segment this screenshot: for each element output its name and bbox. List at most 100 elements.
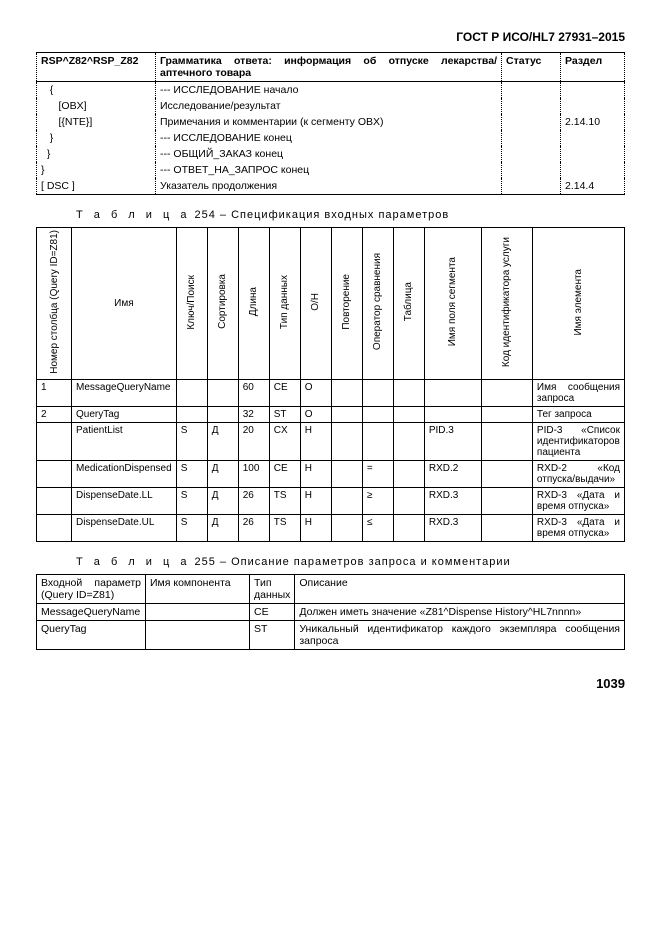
t2-cell <box>393 514 424 541</box>
t1-cell: --- ОБЩИЙ_ЗАКАЗ конец <box>156 146 502 162</box>
t3-cell: ST <box>250 620 295 649</box>
t2-cell <box>331 460 362 487</box>
t2-cell: = <box>362 460 393 487</box>
t1-cell: Указатель продолжения <box>156 178 502 195</box>
t1-h3: Статус <box>502 53 561 82</box>
t2-header: Имя поля сегмента <box>424 228 481 380</box>
t2-header: Повторение <box>331 228 362 380</box>
t2-cell: 60 <box>238 379 269 406</box>
t2-cell: CE <box>269 460 300 487</box>
t2-cell: PatientList <box>72 422 177 460</box>
t2-header: Длина <box>238 228 269 380</box>
t2-cell: RXD.3 <box>424 487 481 514</box>
t3-cell <box>146 603 250 620</box>
caption-255: Т а б л и ц а 255 – Описание параметров … <box>76 556 625 568</box>
t2-cell: Д <box>207 460 238 487</box>
t2-cell: ≤ <box>362 514 393 541</box>
t1-h1: RSP^Z82^RSP_Z82 <box>37 53 156 82</box>
t2-cell: RXD.3 <box>424 514 481 541</box>
t2-cell: 100 <box>238 460 269 487</box>
t1-cell <box>561 146 625 162</box>
t2-cell: Д <box>207 422 238 460</box>
t2-header: Таблица <box>393 228 424 380</box>
t2-cell: DispenseDate.UL <box>72 514 177 541</box>
t2-cell: Д <box>207 514 238 541</box>
t1-cell <box>561 98 625 114</box>
t2-cell <box>331 514 362 541</box>
cap254-b: 254 – Спецификация входных параметров <box>190 209 449 221</box>
doc-header: ГОСТ Р ИСО/HL7 27931–2015 <box>36 30 625 44</box>
t2-cell: RXD-2 «Код отпуска/выдачи» <box>532 460 624 487</box>
t1-cell <box>502 98 561 114</box>
grammar-table: RSP^Z82^RSP_Z82 Грамматика ответа: инфор… <box>36 52 625 195</box>
t2-cell <box>331 422 362 460</box>
t2-cell <box>37 460 72 487</box>
t2-cell <box>481 460 532 487</box>
t1-cell: Примечания и комментарии (к сегменту OBX… <box>156 114 502 130</box>
t2-header: Код идентификатора услуги <box>481 228 532 380</box>
t2-cell: 20 <box>238 422 269 460</box>
t2-cell: RXD-3 «Дата и время отпуска» <box>532 487 624 514</box>
t1-cell <box>502 114 561 130</box>
t2-header: Оператор сравнения <box>362 228 393 380</box>
t2-cell: 26 <box>238 487 269 514</box>
t1-cell: } <box>37 162 156 178</box>
t2-cell <box>481 379 532 406</box>
t2-cell: O <box>300 406 331 422</box>
t2-header: Ключ/Поиск <box>176 228 207 380</box>
t2-cell: Н <box>300 514 331 541</box>
t2-cell: TS <box>269 487 300 514</box>
t3-cell: Уникальный идентификатор каждого экземпл… <box>295 620 625 649</box>
t2-cell <box>362 422 393 460</box>
t2-cell <box>481 422 532 460</box>
t2-cell <box>176 379 207 406</box>
t1-cell <box>502 178 561 195</box>
caption-254: Т а б л и ц а 254 – Спецификация входных… <box>76 209 625 221</box>
t1-cell: 2.14.10 <box>561 114 625 130</box>
t3-cell <box>146 620 250 649</box>
t3-cell: CE <box>250 603 295 620</box>
t3-h3: Тип данных <box>250 574 295 603</box>
t2-cell <box>207 379 238 406</box>
t2-cell: S <box>176 460 207 487</box>
t2-cell: DispenseDate.LL <box>72 487 177 514</box>
t2-header: О/Н <box>300 228 331 380</box>
t2-cell <box>362 379 393 406</box>
t3-h4: Описание <box>295 574 625 603</box>
t2-cell <box>207 406 238 422</box>
page-number: 1039 <box>36 676 625 691</box>
t1-h2: Грамматика ответа: информация об отпуске… <box>156 53 502 82</box>
t2-cell <box>424 406 481 422</box>
t2-cell <box>393 487 424 514</box>
cap255-b: 255 – Описание параметров запроса и комм… <box>190 556 510 568</box>
t2-header: Номер столбца (Query ID=Z81) <box>37 228 72 380</box>
cap254-a: Т а б л и ц а <box>76 209 190 221</box>
t2-cell <box>424 379 481 406</box>
t2-cell: Н <box>300 422 331 460</box>
t2-cell <box>37 422 72 460</box>
t1-cell <box>561 82 625 99</box>
t2-cell: TS <box>269 514 300 541</box>
t3-h2: Имя компонента <box>146 574 250 603</box>
t2-cell: ST <box>269 406 300 422</box>
t2-cell <box>37 514 72 541</box>
t1-cell: } <box>37 146 156 162</box>
t1-cell: 2.14.4 <box>561 178 625 195</box>
t3-cell: QueryTag <box>37 620 146 649</box>
t2-cell <box>176 406 207 422</box>
t1-cell: [OBX] <box>37 98 156 114</box>
t1-cell: --- ИССЛЕДОВАНИЕ конец <box>156 130 502 146</box>
t2-cell: Д <box>207 487 238 514</box>
t2-header: Имя элемента <box>532 228 624 380</box>
t2-cell: Тег запроса <box>532 406 624 422</box>
t1-cell <box>561 130 625 146</box>
t2-cell <box>331 487 362 514</box>
t2-cell: RXD-3 «Дата и время отпуска» <box>532 514 624 541</box>
t1-cell: --- ИССЛЕДОВАНИЕ начало <box>156 82 502 99</box>
t2-cell: PID.3 <box>424 422 481 460</box>
t2-cell: S <box>176 514 207 541</box>
t1-cell <box>561 162 625 178</box>
t1-cell: [ DSC ] <box>37 178 156 195</box>
t1-cell: { <box>37 82 156 99</box>
t2-cell: ≥ <box>362 487 393 514</box>
